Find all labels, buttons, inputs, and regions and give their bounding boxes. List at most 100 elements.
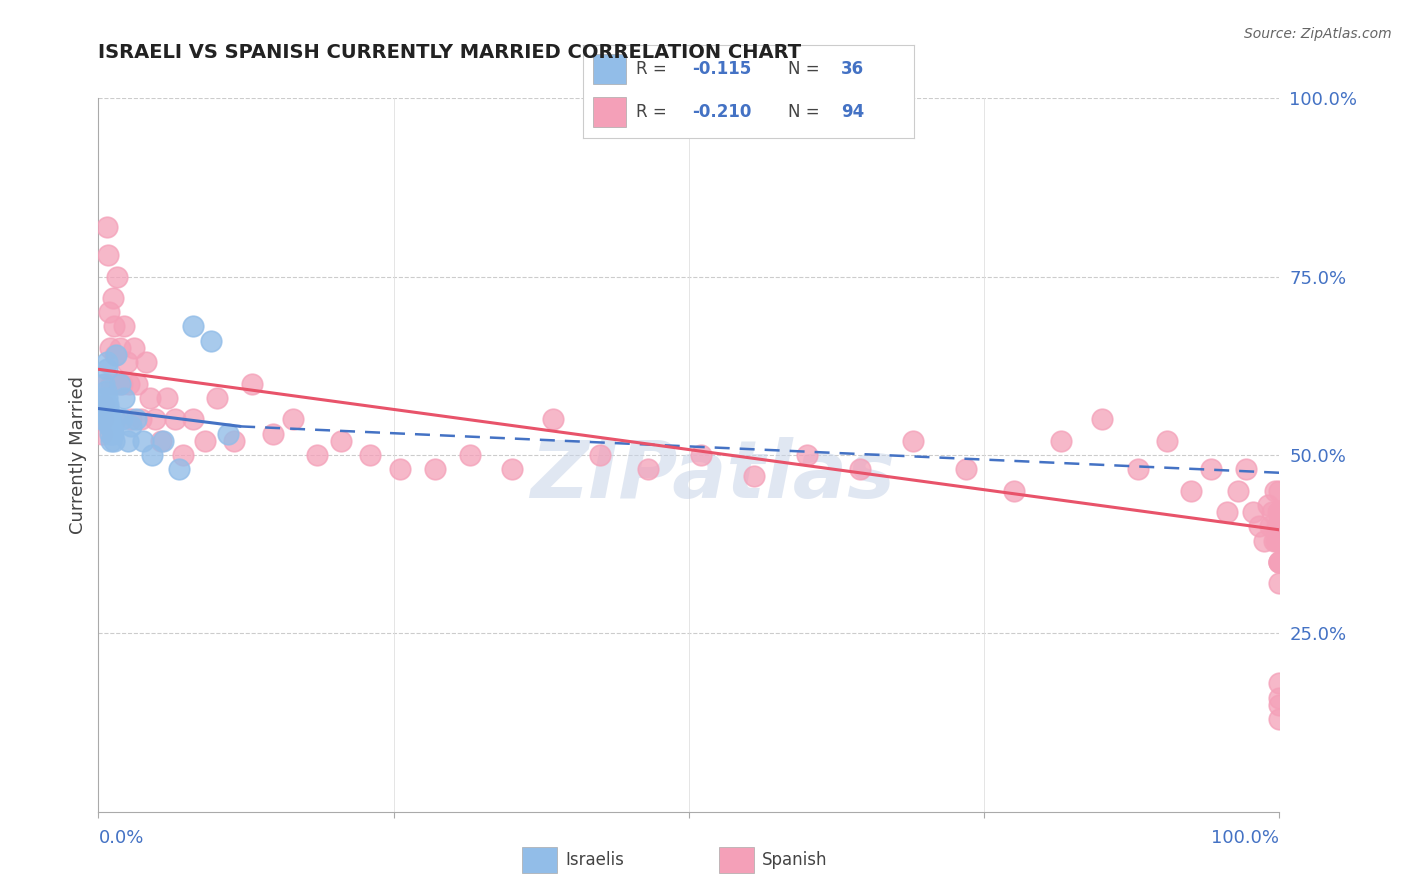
Point [97,398,120,412]
Point [955,462,977,476]
Point [194,434,217,448]
Point [111,412,134,426]
Point [101,426,124,441]
Point [1050,434,1073,448]
Bar [522,847,557,873]
Point [1258,519,1281,533]
Text: R =: R = [637,60,672,78]
Point [103,319,125,334]
Point [329,434,352,448]
Point [689,448,711,462]
Point [98,419,121,434]
Point [150,434,173,448]
Point [1268,519,1291,533]
Point [796,448,818,462]
Point [1234,462,1257,476]
Point [143,412,166,426]
Point [1216,505,1239,519]
Point [205,391,228,405]
Point [637,462,659,476]
Point [1268,483,1291,498]
Point [96,219,118,234]
Point [1268,505,1291,519]
Text: N =: N = [789,103,825,121]
Point [93,398,115,412]
Point [94,384,117,398]
Point [101,291,124,305]
Point [112,319,135,334]
Point [105,376,128,391]
Point [135,355,157,369]
Point [1268,519,1291,533]
Point [167,462,190,476]
Bar [593,97,627,127]
Point [172,448,194,462]
Point [181,412,204,426]
Point [97,412,120,426]
Point [1268,690,1291,705]
Point [1268,555,1291,569]
Y-axis label: Currently Married: Currently Married [69,376,87,534]
Point [91,412,114,426]
Point [1268,576,1291,591]
Point [101,419,124,434]
Point [388,462,411,476]
Point [91,412,114,426]
Point [589,448,612,462]
Point [98,412,121,426]
Point [1264,483,1286,498]
Point [96,362,118,376]
Point [98,405,121,419]
Point [1126,462,1149,476]
Point [1257,498,1279,512]
Point [1261,505,1284,519]
Point [104,348,127,362]
Point [1268,533,1291,548]
Point [1253,533,1275,548]
Point [156,391,179,405]
Point [118,376,141,391]
Point [115,355,138,369]
Point [1268,505,1291,519]
Point [849,462,872,476]
Point [1180,483,1202,498]
Point [1002,483,1025,498]
Text: Spanish: Spanish [762,851,828,869]
Text: Israelis: Israelis [565,851,624,869]
Point [423,462,446,476]
Point [97,248,120,262]
Point [1267,505,1289,519]
Point [1265,519,1288,533]
Point [1263,533,1285,548]
Point [105,269,128,284]
Point [122,341,145,355]
Point [125,412,148,426]
Point [1268,676,1291,690]
Point [152,434,174,448]
Point [1268,555,1291,569]
Point [105,348,128,362]
Point [224,434,246,448]
Point [1227,483,1250,498]
Point [1268,533,1291,548]
Point [111,376,134,391]
Point [98,419,121,434]
Text: 100.0%: 100.0% [1212,829,1279,847]
Point [1268,519,1291,533]
Text: 0.0%: 0.0% [98,829,143,847]
Text: N =: N = [789,60,825,78]
Point [1249,519,1271,533]
Bar [718,847,754,873]
Point [129,412,152,426]
Point [93,391,115,405]
Point [96,355,118,369]
Point [91,426,114,441]
Point [305,448,328,462]
Point [460,448,482,462]
Point [1264,533,1286,548]
Text: Source: ZipAtlas.com: Source: ZipAtlas.com [1244,27,1392,41]
Point [1243,505,1265,519]
Point [283,412,305,426]
Point [181,319,204,334]
Point [240,376,263,391]
